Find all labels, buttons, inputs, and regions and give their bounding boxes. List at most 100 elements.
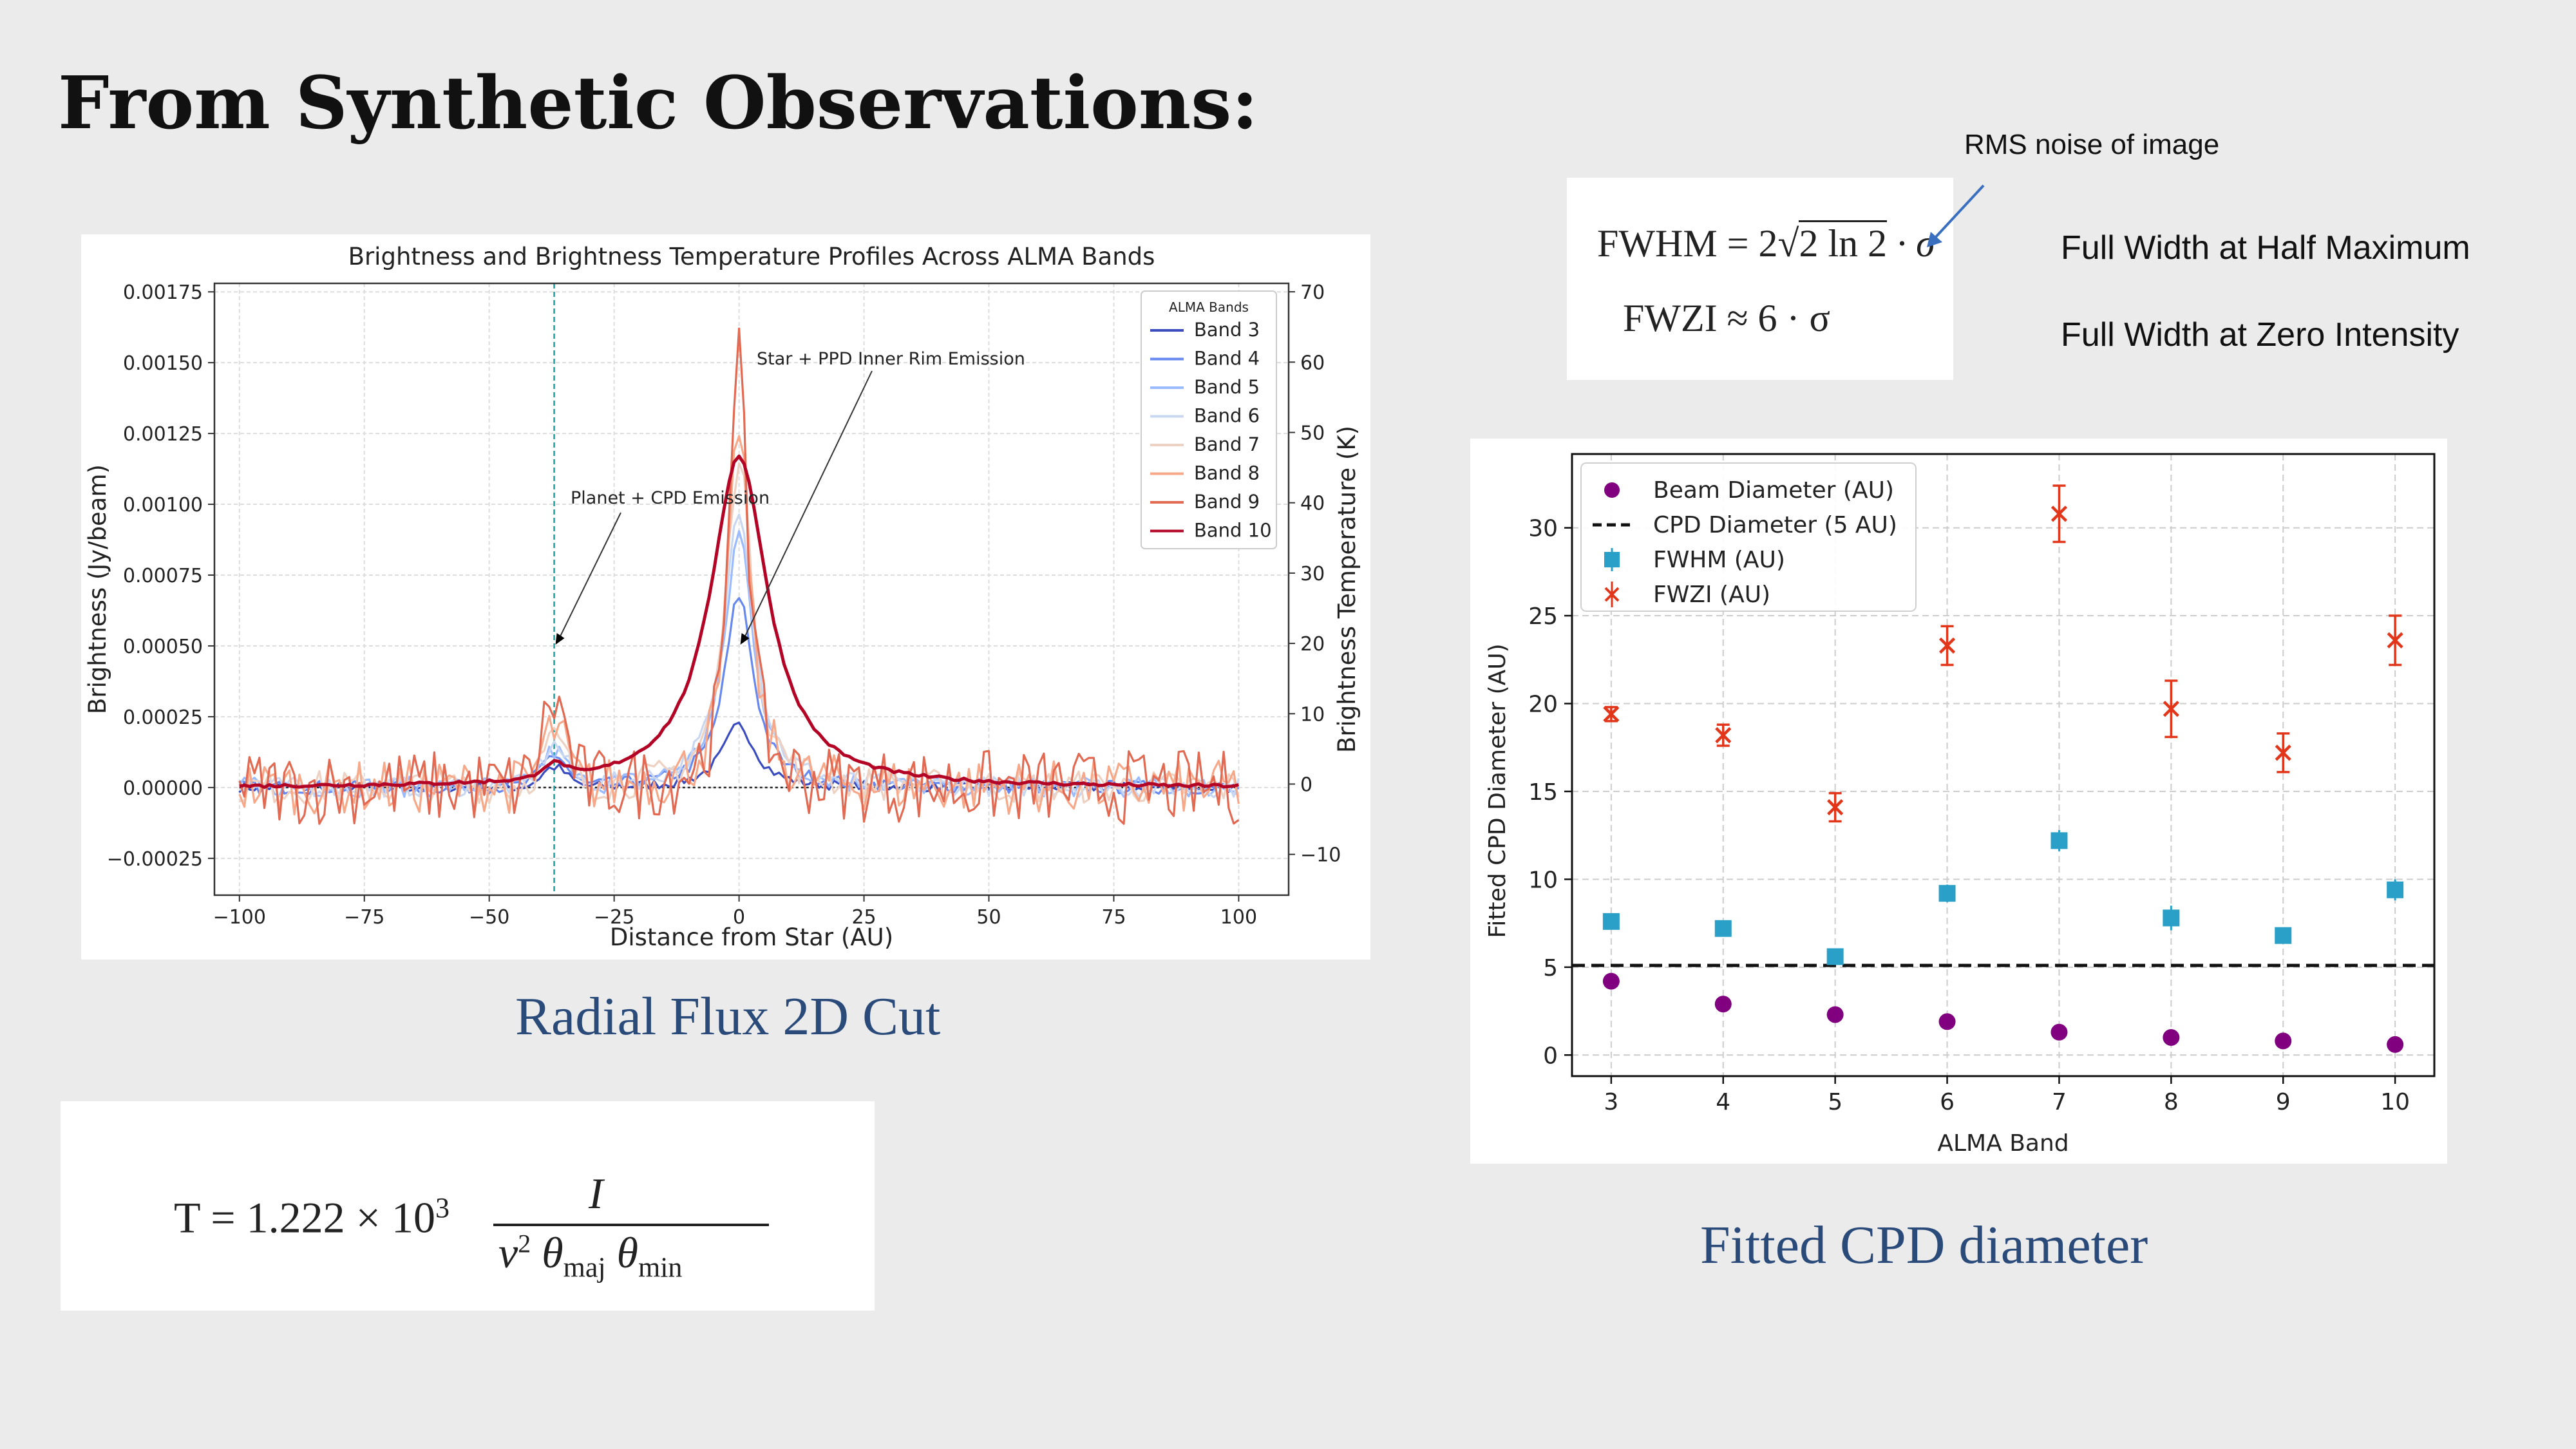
legend-box xyxy=(1141,290,1277,549)
y-tick-label: 0.00075 xyxy=(123,565,203,587)
profile-chart-panel: −0.00025 0.00000 0.00025 0.00050 0.00075 0.00… xyxy=(81,234,1370,960)
x-tick-label: 7 xyxy=(2052,1089,2067,1115)
y-tick-label: 20 xyxy=(1528,691,1558,717)
y-tick-label: 0.00175 xyxy=(123,281,203,304)
x-axis-label: ALMA Band xyxy=(1937,1130,2069,1157)
legend-swatch xyxy=(1604,482,1620,498)
beam-diameter-point xyxy=(2275,1032,2292,1050)
legend-swatch xyxy=(1604,587,1620,602)
y2-tick-label: 10 xyxy=(1300,703,1325,726)
series-line-band-8 xyxy=(238,435,1240,816)
y-tick-label: 10 xyxy=(1528,867,1558,893)
y2-tick-label: 30 xyxy=(1300,563,1325,585)
x-axis-label: Distance from Star (AU) xyxy=(610,923,893,951)
den-min: min xyxy=(638,1251,683,1283)
fwzi-point xyxy=(2387,632,2403,649)
fwhm-point xyxy=(2275,927,2292,944)
x-tick-label: 75 xyxy=(1101,906,1126,929)
y-tick-label: 15 xyxy=(1528,779,1558,806)
y2-tick-label: 40 xyxy=(1300,493,1325,515)
legend-label: Band 8 xyxy=(1194,462,1260,484)
y2-tick-label: 20 xyxy=(1300,633,1325,656)
x-tick-label: 9 xyxy=(2276,1089,2291,1115)
beam-diameter-point xyxy=(2050,1023,2068,1041)
temperature-lhs: T = 1.222 × 103 xyxy=(174,1191,450,1244)
beam-diameter-point xyxy=(1714,996,1732,1013)
x-tick-label: 0 xyxy=(733,906,745,929)
y2-tick-label: −10 xyxy=(1300,844,1341,867)
y2-tick-label: 60 xyxy=(1300,352,1325,374)
y-tick-label: 0 xyxy=(1543,1043,1558,1069)
rms-arrow xyxy=(1927,184,1985,247)
legend-title: ALMA Bands xyxy=(1169,299,1249,315)
temperature-numerator: I xyxy=(589,1169,603,1218)
fwzi-point xyxy=(1938,637,1956,654)
legend-label: FWHM (AU) xyxy=(1653,547,1785,573)
y-tick-label: −0.00025 xyxy=(107,848,203,871)
series-line-band-9 xyxy=(238,327,1240,825)
legend-label: CPD Diameter (5 AU) xyxy=(1653,512,1897,538)
slide-title: From Synthetic Observations: xyxy=(58,61,1258,146)
temperature-exponent: 3 xyxy=(435,1192,450,1224)
fwhm-point xyxy=(1938,885,1956,902)
fwzi-point xyxy=(2050,506,2068,522)
den-maj: maj xyxy=(563,1251,606,1283)
left-caption: Radial Flux 2D Cut xyxy=(515,987,941,1046)
legend-label: Band 10 xyxy=(1194,520,1272,542)
annotation-star-arrow xyxy=(742,370,873,641)
fwhm-formula: FWHM = 2√2 ln 2 · σ xyxy=(1597,220,1935,266)
fraction-bar xyxy=(493,1224,769,1226)
annotation-planet: Planet + CPD Emission xyxy=(571,488,770,508)
y2-tick-label: 70 xyxy=(1300,281,1325,304)
plot-frame xyxy=(213,282,1290,896)
x-tick-label: 10 xyxy=(2380,1089,2410,1115)
den-nu: ν xyxy=(498,1228,518,1277)
brightness-profile-chart: −0.00025 0.00000 0.00025 0.00050 0.00075 0.00… xyxy=(84,243,1361,951)
fwzi-point xyxy=(2163,701,2179,717)
cpd-diameter-chart: 0 5 10 15 20 25 30 3 4 5 6 7 8 9 10 ALMA Band Fitted CPD… xyxy=(1484,453,2436,1157)
legend-label: Band 9 xyxy=(1194,491,1260,513)
annotation-star-arrowhead xyxy=(740,632,750,645)
sqrt-sign: √ xyxy=(1777,222,1799,265)
y2-tick-label: 50 xyxy=(1300,422,1325,444)
y-tick-label: 0.00000 xyxy=(123,777,203,800)
temperature-formula-panel: T = 1.222 × 103 I ν2 θmaj θmin xyxy=(61,1101,875,1311)
y-axis-label: Fitted CPD Diameter (AU) xyxy=(1484,643,1511,938)
y-tick-label: 0.00025 xyxy=(123,706,203,729)
legend-label: Band 3 xyxy=(1194,319,1260,341)
fwhm-point xyxy=(1826,948,1844,965)
annotation-planet-arrow xyxy=(557,512,621,641)
fwzi-formula: FWZI ≈ 6 · σ xyxy=(1623,297,1830,339)
legend-label: Band 4 xyxy=(1194,348,1260,370)
fwhm-root: 2 ln 2 xyxy=(1799,220,1888,265)
y-tick-label: 0.00050 xyxy=(123,636,203,658)
beam-diameter-point xyxy=(1826,1006,1844,1023)
width-formula-panel: FWHM = 2√2 ln 2 · σ FWZI ≈ 6 · σ xyxy=(1567,178,1953,380)
den-theta-maj: θ xyxy=(531,1228,564,1277)
x-tick-label: −75 xyxy=(344,906,384,929)
legend-label: Band 5 xyxy=(1194,376,1260,398)
chart-title: Brightness and Brightness Temperature Pr… xyxy=(348,243,1155,270)
y-axis-label: Brightness (Jy/beam) xyxy=(84,464,111,714)
den-theta-min: θ xyxy=(605,1228,638,1277)
x-tick-label: 5 xyxy=(1828,1089,1842,1115)
temperature-denominator: ν2 θmaj θmin xyxy=(498,1227,682,1284)
plot-frame xyxy=(1571,453,2436,1077)
x-tick-label: 6 xyxy=(1940,1089,1955,1115)
fwhm-point xyxy=(1714,920,1732,937)
x-tick-label: −100 xyxy=(213,906,266,929)
fwhm-point xyxy=(2050,832,2068,849)
y2-tick-label: 0 xyxy=(1300,773,1312,796)
fwzi-point xyxy=(1603,706,1620,723)
right-caption: Fitted CPD diameter xyxy=(1700,1215,2148,1275)
y-tick-label: 0.00150 xyxy=(123,352,203,375)
fwzi-point xyxy=(2275,744,2291,761)
x-tick-label: 3 xyxy=(1604,1089,1618,1115)
beam-diameter-point xyxy=(1938,1013,1956,1030)
y2-axis-label: Brightness Temperature (K) xyxy=(1333,426,1361,753)
x-tick-label: −25 xyxy=(594,906,634,929)
legend-label: Beam Diameter (AU) xyxy=(1653,477,1894,504)
fwzi-point xyxy=(1827,799,1844,816)
x-tick-label: −50 xyxy=(469,906,509,929)
x-tick-label: 100 xyxy=(1220,906,1257,929)
